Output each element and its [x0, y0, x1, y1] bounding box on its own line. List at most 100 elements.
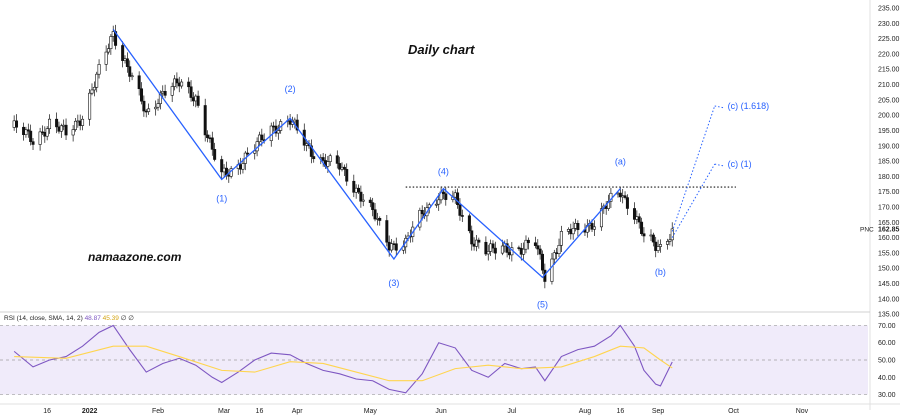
last-price-label: 162.85 [878, 226, 900, 233]
candle-body [392, 243, 396, 245]
candle-body [500, 245, 504, 254]
wave-label: (2) [285, 84, 296, 94]
candle-body [493, 247, 497, 254]
candle-body [144, 110, 148, 113]
candle-body [666, 241, 670, 245]
candle-body [484, 241, 488, 255]
candle-body [566, 229, 570, 232]
price-tick-label: 155.00 [878, 250, 900, 257]
time-tick-label: May [364, 408, 378, 415]
time-tick-label: 16 [616, 408, 624, 415]
candle-body [309, 145, 313, 157]
watermark-text: namaazone.com [88, 250, 182, 264]
candle-body [140, 88, 144, 102]
candle-body [293, 119, 297, 123]
candle-body [474, 239, 478, 247]
candle-body [64, 124, 68, 136]
candle-body [486, 251, 490, 255]
candle-body [557, 245, 561, 254]
candle-body [24, 129, 28, 135]
candle-body [196, 95, 200, 106]
price-tick-label: 190.00 [878, 143, 900, 150]
candle-body [359, 191, 363, 202]
candle-body [590, 223, 594, 230]
time-tick-label: Aug [579, 408, 592, 415]
wave-label: (4) [438, 167, 449, 177]
candle-body [635, 216, 639, 220]
candle-body [147, 108, 151, 112]
candle-body [623, 195, 627, 198]
candle-body [368, 199, 372, 203]
candle-body [456, 192, 460, 206]
candle-body [55, 118, 59, 128]
wave-path [112, 29, 621, 279]
projection-line [671, 163, 716, 238]
price-tick-label: 150.00 [878, 266, 900, 273]
price-tick-label: 145.00 [878, 281, 900, 288]
candle-body [507, 252, 511, 256]
candle-body [206, 134, 210, 139]
time-tick-label: 16 [43, 408, 51, 415]
price-tick-label: 135.00 [878, 312, 900, 319]
candle-body [191, 97, 195, 102]
candle-body [95, 73, 99, 88]
price-tick-label: 210.00 [878, 82, 900, 89]
candle-body [420, 209, 424, 215]
price-tick-label: 235.00 [878, 6, 900, 13]
candle-body [357, 187, 361, 193]
candle-body [241, 163, 245, 170]
candle-body [335, 155, 339, 164]
candle-body [599, 208, 603, 228]
candle-body [161, 91, 165, 94]
candle-body [338, 163, 342, 170]
rsi-line [13, 324, 673, 394]
candle-body [394, 243, 398, 251]
candle-body [651, 234, 655, 243]
price-tick-label: 220.00 [878, 51, 900, 58]
wave-label: (1) [216, 193, 227, 203]
candle-body [111, 31, 115, 37]
candle-body [260, 134, 264, 141]
candle-body [305, 143, 309, 146]
candle-body [156, 103, 160, 108]
candle-body [276, 130, 280, 134]
candle-body [213, 149, 217, 160]
time-tick-label: Mar [218, 408, 231, 415]
price-tick-label: 195.00 [878, 128, 900, 135]
candle-body [222, 167, 226, 173]
candle-body [180, 81, 184, 87]
candle-body [12, 120, 16, 128]
price-tick-label: 170.00 [878, 204, 900, 211]
rsi-sma-line [14, 345, 673, 382]
candle-body [342, 166, 346, 170]
candle-body [418, 209, 422, 228]
candle-body [88, 92, 92, 120]
candle-body [550, 258, 554, 282]
candle-body [189, 86, 193, 98]
candle-body [137, 75, 141, 90]
candle-body [71, 129, 75, 136]
price-tick-label: 175.00 [878, 189, 900, 196]
candle-body [154, 106, 158, 110]
candle-body [121, 45, 125, 61]
candle-body [642, 233, 646, 237]
candle-body [177, 82, 181, 87]
candle-body [123, 58, 127, 61]
wave-label: (b) [655, 267, 666, 277]
candle-body [43, 132, 47, 137]
candle-body [632, 208, 636, 220]
candle-body [378, 218, 382, 221]
candle-body [540, 253, 544, 271]
candle-body [654, 241, 658, 251]
candle-body [536, 245, 540, 250]
time-tick-label: Jul [507, 408, 516, 415]
rsi-tick-label: 60.00 [878, 340, 896, 347]
projection-line [671, 105, 716, 232]
candle-body [246, 152, 250, 155]
candle-body [371, 202, 375, 210]
candle-body [340, 166, 344, 170]
candle-body [361, 199, 365, 202]
candle-body [533, 242, 537, 246]
time-axis: 16 2022 Feb Mar 16 Apr May Jun Jul Aug 16 Sep Oct Nov [0, 403, 900, 415]
candle-body [571, 228, 575, 235]
